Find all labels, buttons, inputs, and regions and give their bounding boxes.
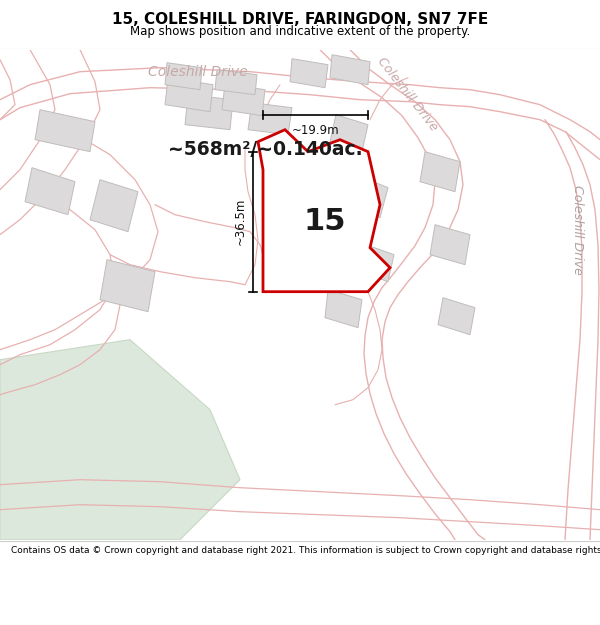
Polygon shape	[215, 69, 257, 94]
Text: ~19.9m: ~19.9m	[292, 124, 340, 137]
Polygon shape	[360, 244, 394, 282]
Text: Contains OS data © Crown copyright and database right 2021. This information is : Contains OS data © Crown copyright and d…	[11, 546, 600, 555]
Text: Map shows position and indicative extent of the property.: Map shows position and indicative extent…	[130, 25, 470, 38]
Text: ~568m²/~0.140ac.: ~568m²/~0.140ac.	[168, 140, 362, 159]
Polygon shape	[90, 179, 138, 232]
Polygon shape	[165, 78, 213, 112]
Polygon shape	[330, 54, 370, 84]
Polygon shape	[100, 259, 155, 312]
Text: Coleshill Drive: Coleshill Drive	[571, 185, 584, 274]
Polygon shape	[290, 59, 328, 88]
Text: 15, COLESHILL DRIVE, FARINGDON, SN7 7FE: 15, COLESHILL DRIVE, FARINGDON, SN7 7FE	[112, 12, 488, 27]
Polygon shape	[438, 298, 475, 334]
Polygon shape	[258, 129, 390, 292]
Polygon shape	[420, 152, 460, 192]
Text: Coleshill Drive: Coleshill Drive	[375, 55, 440, 134]
Polygon shape	[430, 224, 470, 264]
Polygon shape	[300, 154, 342, 192]
Polygon shape	[35, 110, 95, 152]
Polygon shape	[330, 114, 368, 152]
Polygon shape	[185, 94, 233, 129]
Text: ~36.5m: ~36.5m	[233, 198, 247, 246]
Text: Coleshill Drive: Coleshill Drive	[148, 64, 248, 79]
Polygon shape	[165, 62, 202, 89]
Polygon shape	[315, 222, 356, 262]
Polygon shape	[222, 84, 265, 116]
Polygon shape	[325, 289, 362, 328]
Polygon shape	[348, 174, 388, 218]
Polygon shape	[248, 102, 292, 134]
Polygon shape	[0, 339, 240, 539]
Polygon shape	[25, 168, 75, 214]
Text: 15: 15	[304, 207, 346, 236]
